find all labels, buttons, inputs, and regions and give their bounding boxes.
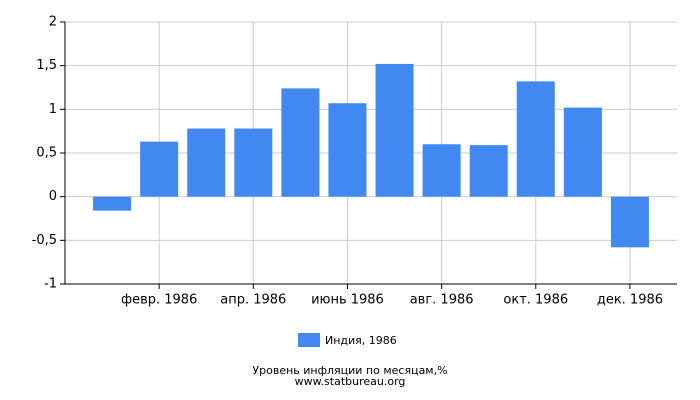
caption: Уровень инфляции по месяцам,% <box>252 364 447 377</box>
bar <box>422 144 461 197</box>
bar <box>469 145 508 197</box>
bar <box>281 88 320 197</box>
bar <box>563 107 602 197</box>
bar <box>375 63 414 197</box>
y-tick-label: 2 <box>49 15 57 30</box>
legend-label: Индия, 1986 <box>325 334 397 347</box>
x-tick-label: дек. 1986 <box>597 293 663 308</box>
y-tick-label: 0 <box>49 189 57 204</box>
x-tick-label: окт. 1986 <box>503 293 568 308</box>
x-tick-label: авг. 1986 <box>410 293 474 308</box>
x-tick-label: июнь 1986 <box>311 293 384 308</box>
source: www.statbureau.org <box>295 375 406 388</box>
bar <box>140 141 179 197</box>
bar <box>516 81 555 197</box>
x-tick-label: апр. 1986 <box>220 293 286 308</box>
y-tick-label: 1 <box>49 102 57 117</box>
x-tick-label: февр. 1986 <box>121 293 197 308</box>
bar <box>610 196 649 248</box>
y-tick-label: -0,5 <box>32 233 57 248</box>
bar <box>93 196 132 211</box>
y-tick-label: 0,5 <box>36 146 57 161</box>
legend-swatch <box>298 333 320 347</box>
bar <box>328 103 367 197</box>
bar <box>187 128 226 197</box>
y-tick-label: 1,5 <box>36 58 57 73</box>
bar <box>234 128 273 197</box>
y-tick-label: -1 <box>44 277 57 292</box>
